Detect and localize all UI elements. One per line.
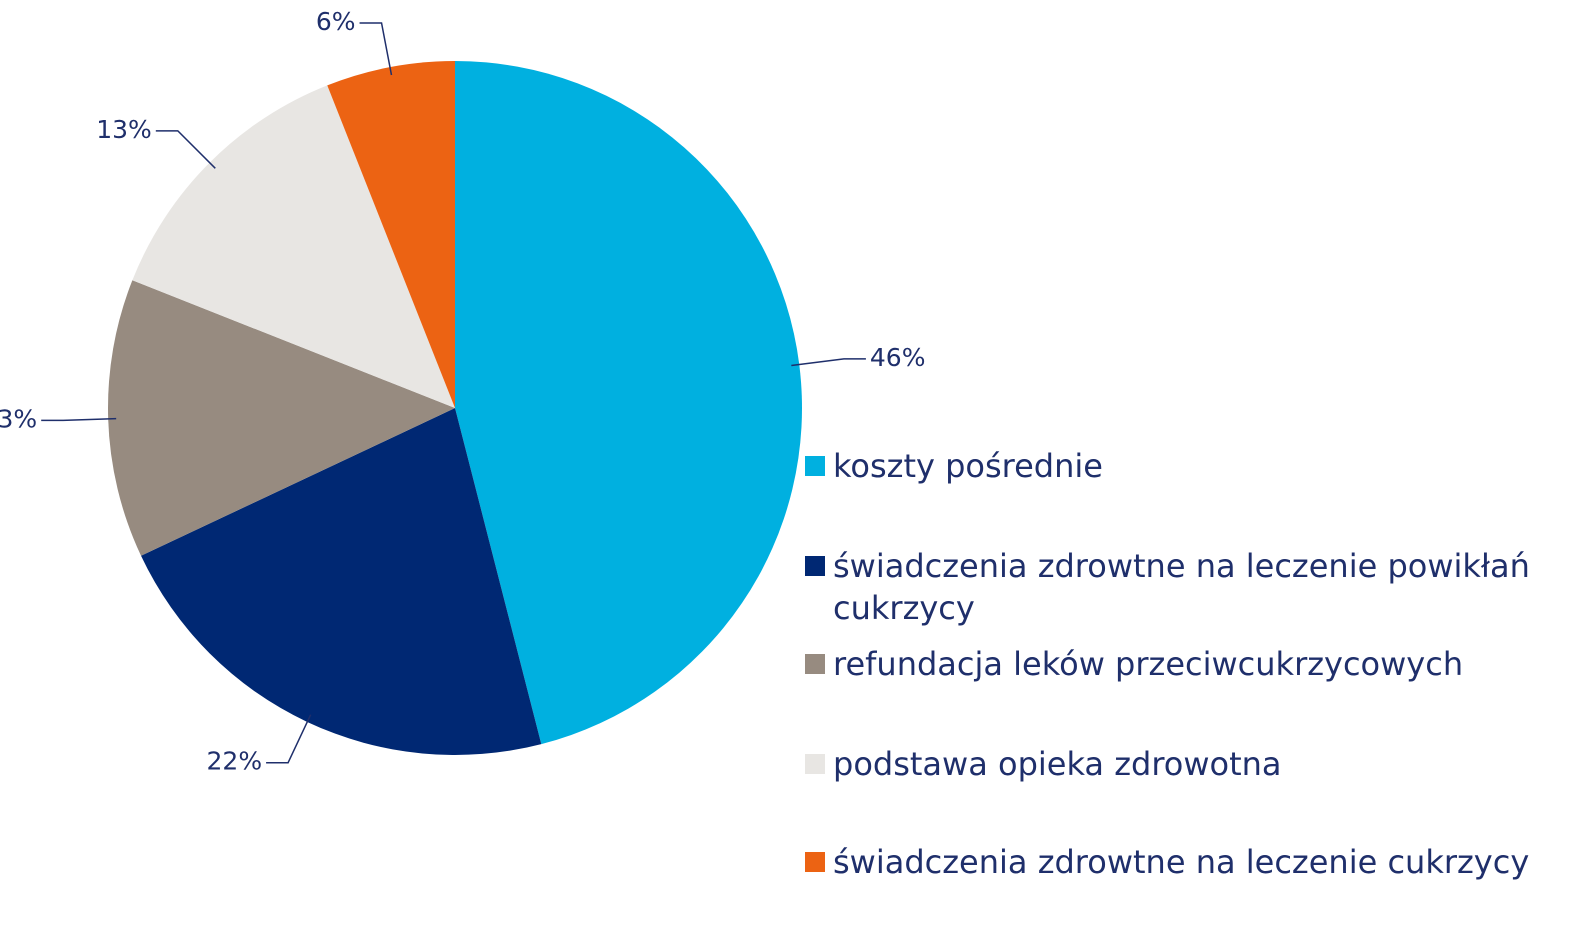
legend-label: koszty pośrednie [833,447,1103,485]
legend-swatch [805,852,825,872]
leader-line [41,417,117,422]
legend-swatch [805,654,825,674]
data-label: 13% [0,404,37,433]
pie-slice [141,408,542,755]
legend-item: refundacja leków przeciwcukrzycowych [805,643,1573,685]
pie-slice [455,61,802,745]
leader-line [791,358,866,367]
legend-label: podstawa opieka zdrowotna [833,745,1282,783]
leader-line [359,22,393,76]
data-label: 46% [870,343,926,372]
legend-swatch [805,754,825,774]
leader-line [266,714,312,764]
data-label: 13% [96,115,152,144]
legend-item: świadczenia zdrowtne na leczenie cukrzyc… [805,841,1573,883]
legend-swatch [805,556,825,576]
legend-label: refundacja leków przeciwcukrzycowych [833,645,1464,683]
legend-label: świadczenia zdrowtne na leczenie cukrzyc… [833,843,1530,881]
legend-swatch [805,456,825,476]
data-label: 22% [207,747,263,776]
legend-label: świadczenia zdrowtne na leczenie powikła… [833,547,1530,627]
leader-line [155,130,216,169]
pie-slice [327,61,455,408]
pie-slice [108,280,456,556]
data-label: 6% [316,7,356,36]
legend-item: podstawa opieka zdrowotna [805,743,1573,785]
legend-item: koszty pośrednie [805,445,1573,487]
legend-item: świadczenia zdrowtne na leczenie powikła… [805,545,1573,629]
